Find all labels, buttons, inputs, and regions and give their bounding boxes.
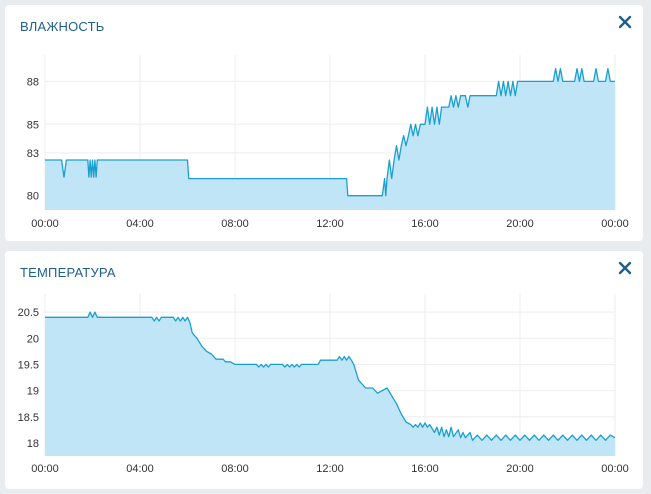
x-tick-label: 08:00: [221, 218, 249, 230]
x-tick-label: 12:00: [316, 463, 344, 475]
y-tick-label: 88: [27, 76, 39, 88]
temperature-chart: 00:00 04:00 08:00 12:00 16:00 20:00 00:00 18 18.…: [18, 294, 629, 475]
y-tick-label: 20: [27, 333, 39, 345]
x-tick-label: 20:00: [506, 463, 534, 475]
close-icon[interactable]: [617, 14, 633, 30]
y-tick-label: 85: [27, 119, 39, 131]
x-tick-label: 16:00: [411, 463, 439, 475]
x-tick-label: 16:00: [411, 218, 439, 230]
y-tick-label: 19: [27, 386, 39, 398]
humidity-chart: 00:00 04:00 08:00 12:00 16:00 20:00 00:00 80 83 8…: [27, 55, 629, 230]
y-tick-label: 83: [27, 148, 39, 160]
series-area: [45, 312, 615, 456]
y-tick-label: 18.5: [18, 412, 39, 424]
y-tick-label: 20.5: [18, 307, 39, 319]
temperature-panel: ТЕМПЕРАТУРА 00:00 04:00 08:00 12:00 16:00 20:…: [5, 251, 643, 489]
close-icon[interactable]: [617, 260, 633, 276]
x-tick-label: 20:00: [506, 218, 534, 230]
series-line: [45, 67, 615, 197]
x-tick-label: 00:00: [601, 218, 629, 230]
y-tick-label: 19.5: [18, 359, 39, 371]
series-line: [45, 311, 616, 441]
x-tick-label: 08:00: [221, 463, 249, 475]
x-tick-label: 04:00: [126, 463, 154, 475]
series-area: [45, 68, 615, 210]
x-tick-label: 00:00: [31, 218, 59, 230]
temperature-title: ТЕМПЕРАТУРА: [20, 265, 116, 280]
y-tick-label: 18: [27, 438, 39, 450]
humidity-title: ВЛАЖНОСТЬ: [20, 19, 105, 34]
y-tick-label: 80: [27, 191, 39, 203]
x-tick-label: 12:00: [316, 218, 344, 230]
x-tick-label: 00:00: [601, 463, 629, 475]
humidity-panel: ВЛАЖНОСТЬ 00:00 04:00 08:00 12:00 16:00 20:00…: [5, 5, 643, 241]
x-tick-label: 04:00: [126, 218, 154, 230]
x-tick-label: 00:00: [31, 463, 59, 475]
